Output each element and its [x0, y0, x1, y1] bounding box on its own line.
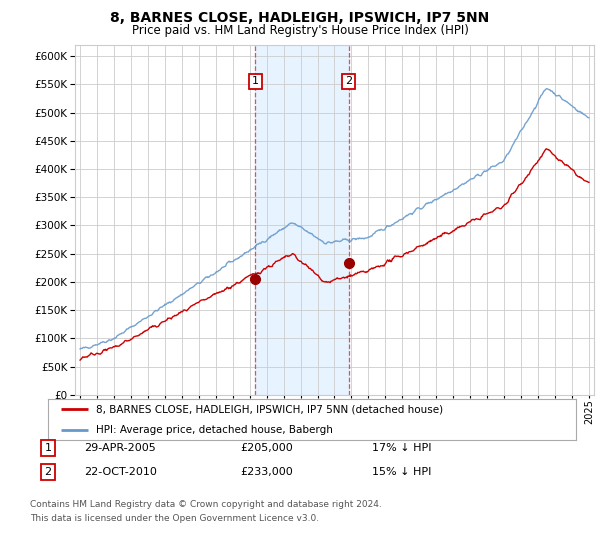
Text: 15% ↓ HPI: 15% ↓ HPI [372, 467, 431, 477]
Text: 1: 1 [252, 77, 259, 86]
Text: Price paid vs. HM Land Registry's House Price Index (HPI): Price paid vs. HM Land Registry's House … [131, 24, 469, 36]
Text: Contains HM Land Registry data © Crown copyright and database right 2024.: Contains HM Land Registry data © Crown c… [30, 500, 382, 508]
Text: 17% ↓ HPI: 17% ↓ HPI [372, 443, 431, 453]
Text: 29-APR-2005: 29-APR-2005 [84, 443, 156, 453]
Text: 8, BARNES CLOSE, HADLEIGH, IPSWICH, IP7 5NN: 8, BARNES CLOSE, HADLEIGH, IPSWICH, IP7 … [110, 11, 490, 25]
Text: 8, BARNES CLOSE, HADLEIGH, IPSWICH, IP7 5NN (detached house): 8, BARNES CLOSE, HADLEIGH, IPSWICH, IP7 … [95, 404, 443, 414]
Text: This data is licensed under the Open Government Licence v3.0.: This data is licensed under the Open Gov… [30, 514, 319, 523]
Text: 2: 2 [345, 77, 352, 86]
Bar [255, 45, 349, 395]
Text: 2: 2 [44, 467, 52, 477]
Text: £233,000: £233,000 [240, 467, 293, 477]
Text: HPI: Average price, detached house, Babergh: HPI: Average price, detached house, Babe… [95, 424, 332, 435]
Text: £205,000: £205,000 [240, 443, 293, 453]
Text: 1: 1 [44, 443, 52, 453]
Text: 22-OCT-2010: 22-OCT-2010 [84, 467, 157, 477]
